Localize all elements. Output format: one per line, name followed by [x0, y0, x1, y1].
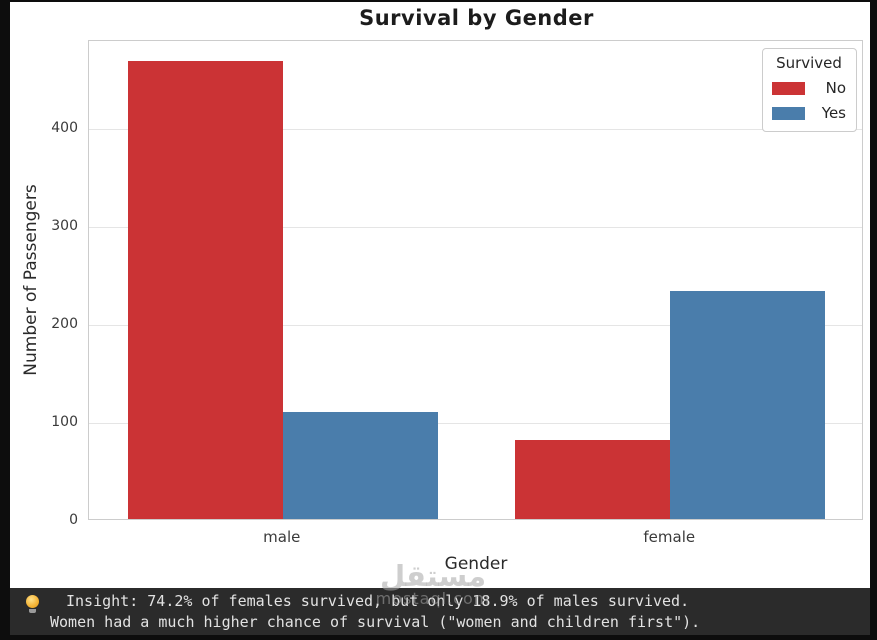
- chart-title: Survival by Gender: [359, 6, 594, 30]
- insight-line-2: Women had a much higher chance of surviv…: [50, 613, 701, 631]
- x-tick-female: female: [643, 528, 696, 546]
- legend-swatch-no: [772, 81, 805, 95]
- legend-swatch-yes: [772, 106, 805, 120]
- bar-male-yes: [282, 412, 438, 519]
- chart-figure: Survival by Gender Number of Passengers …: [10, 2, 870, 588]
- legend-title: Survived: [776, 54, 842, 72]
- y-tick-300: 300: [51, 218, 78, 235]
- insight-bar: Insight: 74.2% of females survived, but …: [10, 588, 870, 635]
- legend-label-yes: Yes: [821, 104, 846, 122]
- legend-item-yes: Yes: [772, 104, 846, 122]
- legend-item-no: No: [772, 79, 846, 97]
- gridline-y-100: [89, 423, 862, 425]
- insight-line-1: Insight: 74.2% of females survived, but …: [66, 592, 690, 610]
- y-tick-400: 400: [51, 120, 78, 137]
- lightbulb-head: [26, 595, 39, 608]
- plot-area: Survived No Yes: [88, 40, 863, 520]
- y-tick-0: 0: [69, 512, 78, 528]
- x-axis-label: Gender: [444, 554, 508, 574]
- gridline-y-400: [89, 129, 862, 131]
- y-axis-label: Number of Passengers: [21, 184, 41, 376]
- gridline-y-300: [89, 227, 862, 229]
- bar-female-yes: [670, 290, 826, 519]
- legend: Survived No Yes: [762, 48, 857, 132]
- bar-male-no: [127, 60, 283, 519]
- x-tick-male: male: [263, 528, 301, 546]
- y-tick-100: 100: [51, 414, 78, 431]
- y-tick-200: 200: [51, 316, 78, 333]
- gridline-y-200: [89, 325, 862, 327]
- legend-label-no: No: [825, 79, 846, 97]
- legend-items: No Yes: [772, 79, 846, 122]
- lightbulb-icon: [26, 595, 39, 614]
- lightbulb-base: [29, 609, 36, 613]
- bar-female-no: [515, 439, 671, 519]
